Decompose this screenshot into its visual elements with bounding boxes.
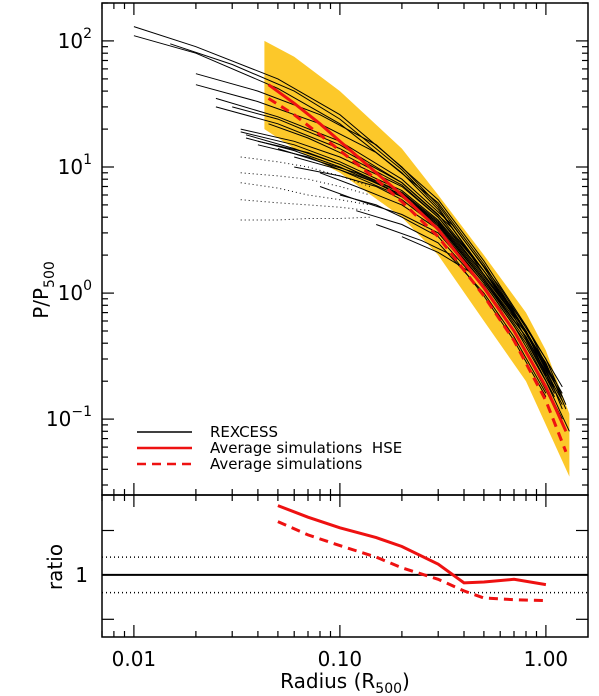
x-tick-label: 0.01 <box>112 647 157 671</box>
xlabel-sub: 500 <box>375 681 402 696</box>
bottom-panel-frame <box>101 494 589 638</box>
avg-sim-hse-line <box>267 83 568 432</box>
rexcess-profile-22 <box>376 224 547 398</box>
rexcess-dotted-profile-3 <box>240 199 371 212</box>
legend-label-rexcess: REXCESS <box>210 423 278 441</box>
rexcess-dotted-profile-1 <box>240 172 371 196</box>
x-axis-label: Radius (R500) <box>280 669 410 696</box>
y-tick-base: 10 <box>58 29 83 53</box>
y-tick-exponent: 2 <box>83 26 92 42</box>
rexcess-profile-3 <box>195 73 555 382</box>
xlabel-suffix: ) <box>402 669 410 693</box>
simulation-scatter-band <box>264 40 570 477</box>
xlabel-base: Radius (R <box>280 669 375 693</box>
y-tick-exponent: 1 <box>83 152 92 168</box>
avg-sim-line <box>267 97 568 453</box>
y-tick-label: 100 <box>58 278 92 305</box>
x-tick-label: 0.10 <box>318 647 363 671</box>
x-tick-label: 1.00 <box>524 647 569 671</box>
legend-label-hse: Average simulations HSE <box>210 439 402 457</box>
top-panel-frame <box>101 2 589 496</box>
top-y-axis-label: P/P500 <box>29 261 58 319</box>
ratio-y-tick-label: 1 <box>75 563 88 587</box>
y-tick-label: 102 <box>58 26 92 53</box>
ratio-lines <box>277 504 547 603</box>
ratio-y-axis-label: ratio <box>43 544 67 590</box>
rexcess-profile-14 <box>268 123 555 382</box>
average-simulation-lines <box>267 83 568 453</box>
y-tick-base: 10 <box>46 407 71 431</box>
ylabel-sub: 500 <box>42 261 58 288</box>
ratio-avg-line <box>277 520 546 603</box>
y-tick-label: 101 <box>58 152 92 179</box>
rexcess-profile-8 <box>240 128 563 388</box>
ratio-reference-lines <box>102 556 588 594</box>
legend-label-avg: Average simulations <box>210 455 363 473</box>
rexcess-profile-2 <box>170 43 555 394</box>
rexcess-profile-15 <box>277 148 555 388</box>
ratio-panel: 0.01 0.10 1.00 1 ratio Radius (R500) <box>43 494 589 696</box>
legend: REXCESS Average simulations HSE Average … <box>137 423 402 473</box>
rexcess-dotted-profiles <box>240 156 371 221</box>
y-tick-exponent: −1 <box>71 404 92 420</box>
ratio-hse-line <box>277 504 547 587</box>
ylabel-base: P/P <box>29 288 53 319</box>
rexcess-profile-1 <box>133 35 547 377</box>
y-tick-label: 10−1 <box>46 404 92 431</box>
rexcess-profile-4 <box>195 84 555 388</box>
rexcess-dotted-profile-4 <box>240 216 371 221</box>
y-tick-base: 10 <box>58 281 83 305</box>
y-tick-exponent: 0 <box>83 278 92 294</box>
rexcess-dotted-profile-0 <box>240 156 371 187</box>
bottom-panel-ticks: 0.01 0.10 1.00 1 <box>75 495 588 671</box>
y-tick-base: 10 <box>58 155 83 179</box>
rexcess-profiles <box>133 26 570 432</box>
rexcess-dotted-profile-2 <box>240 182 371 206</box>
